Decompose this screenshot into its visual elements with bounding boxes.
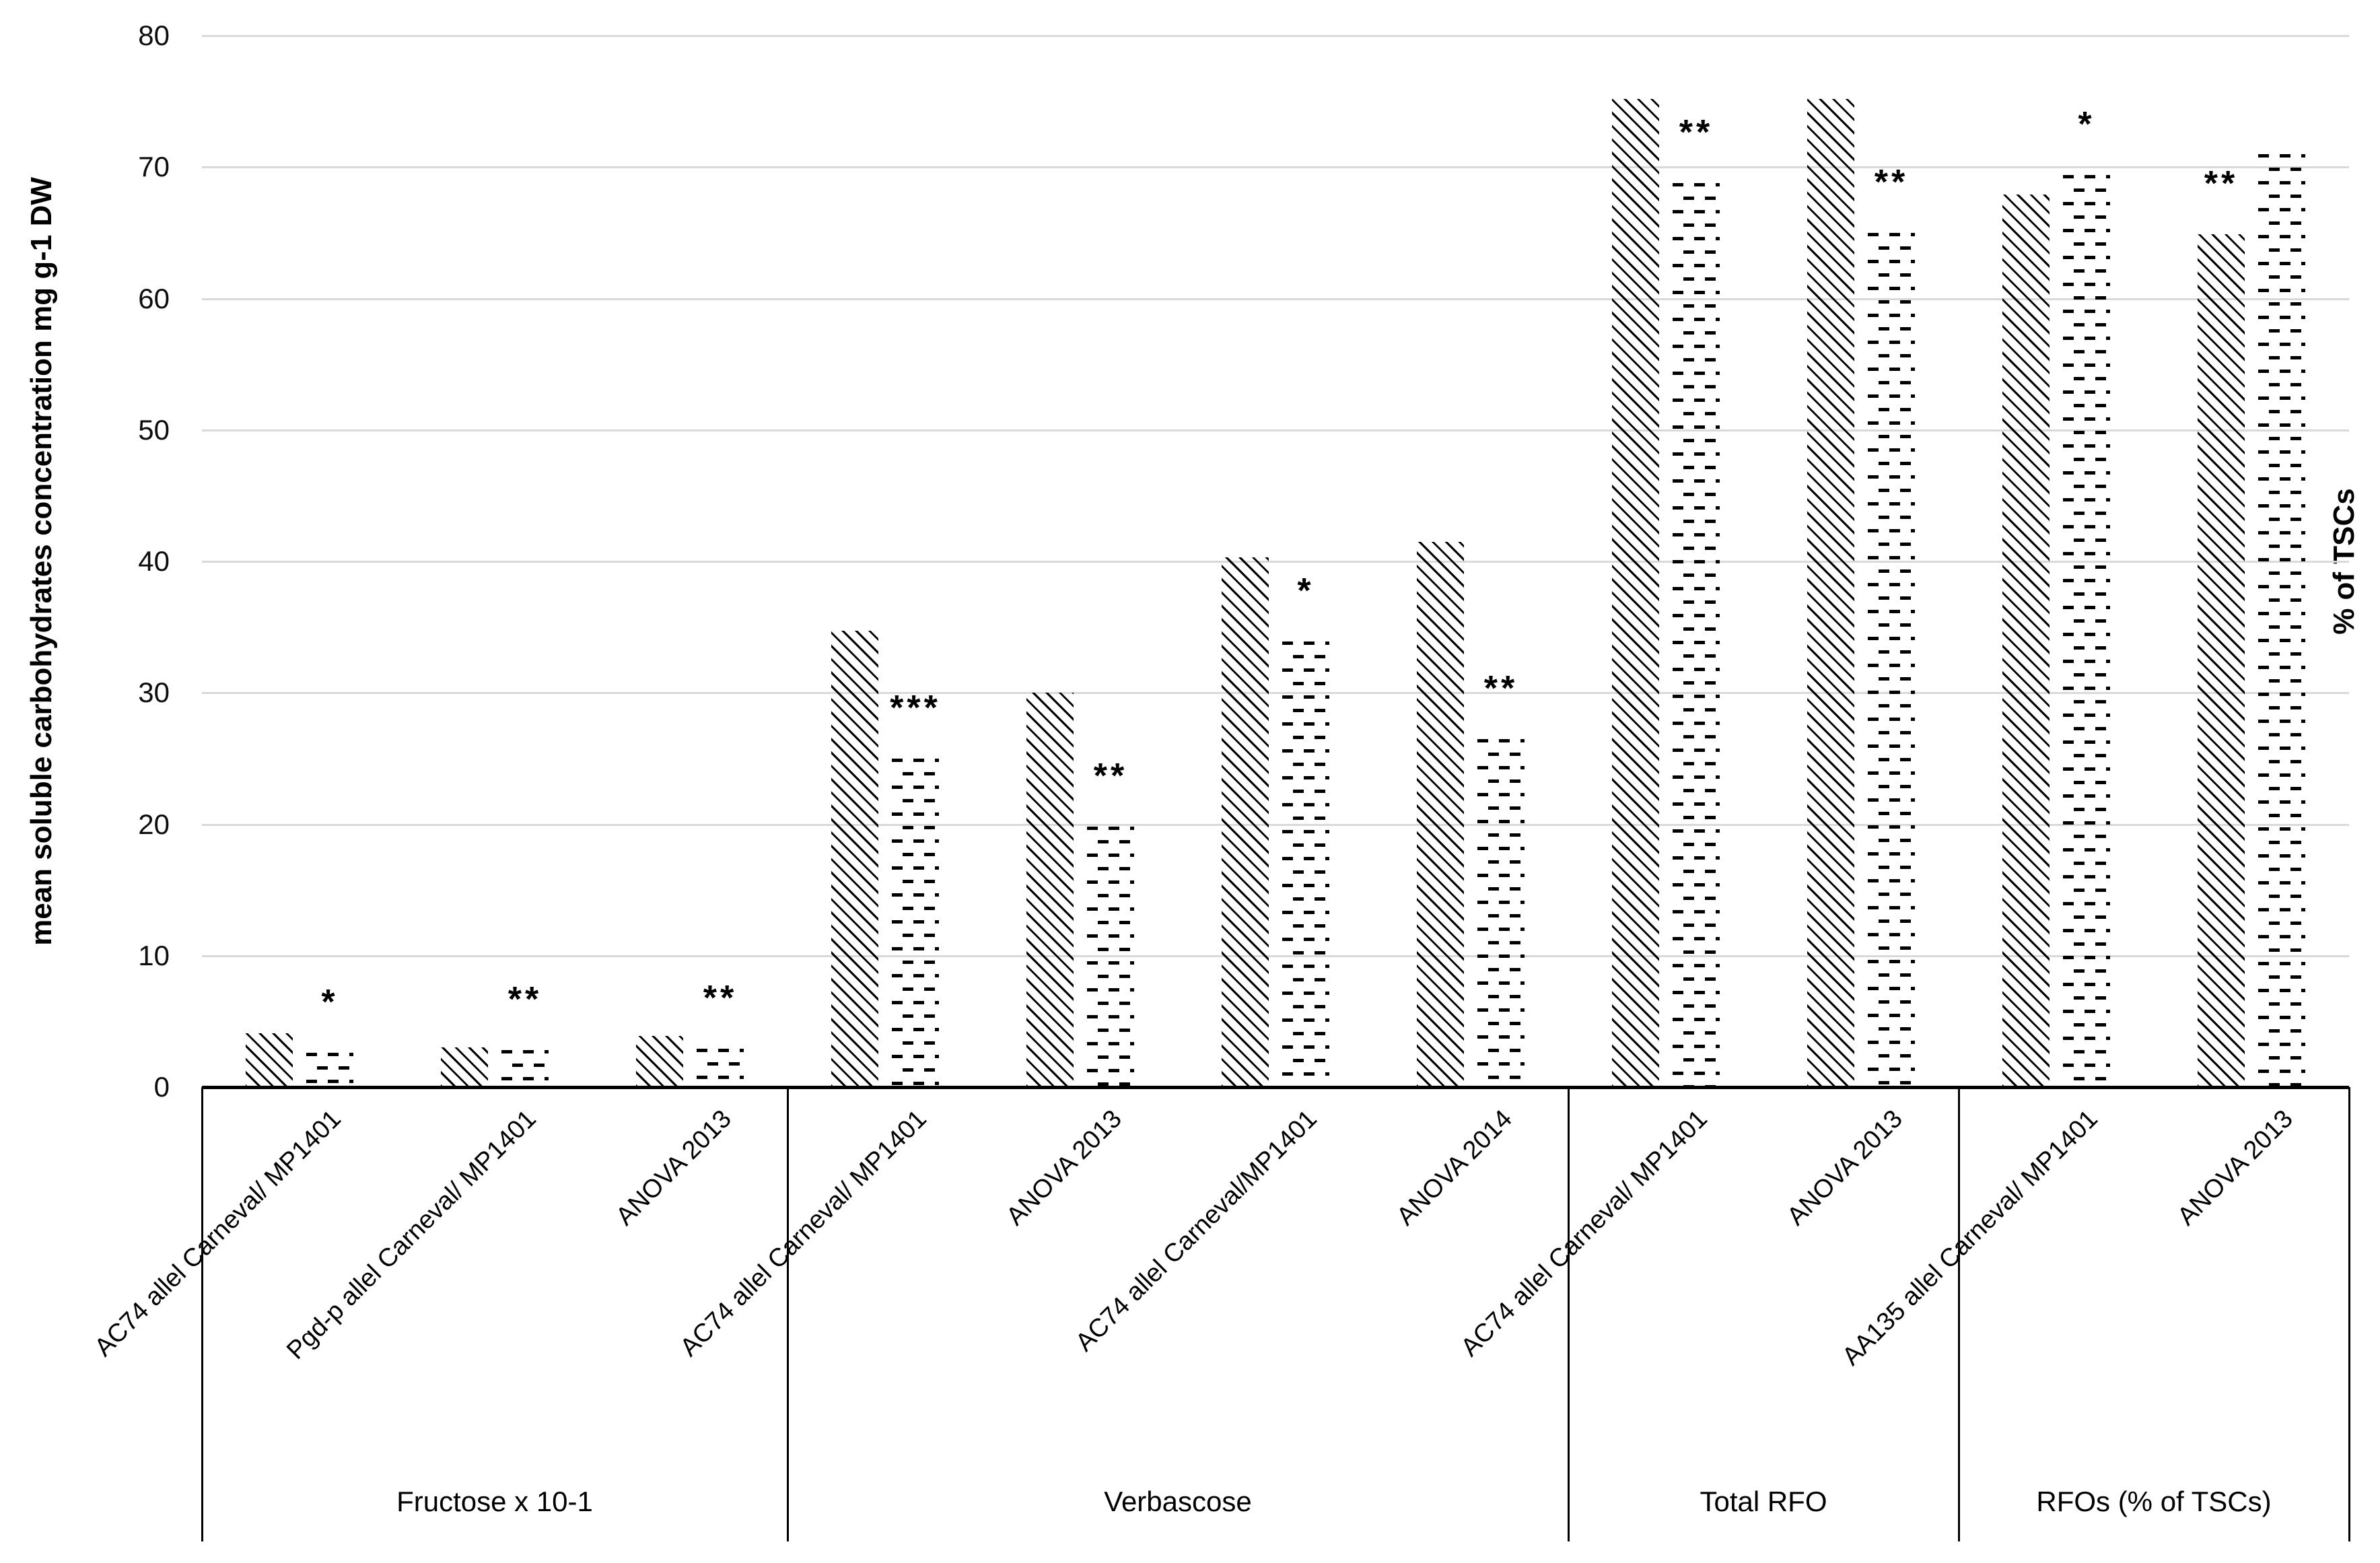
bar-hatched [1807,98,1854,1087]
bar-hatched [2198,234,2245,1087]
category-label: Pgd-p allel Carneval/ MP1401 [281,1105,542,1365]
bar-dashed [2258,153,2305,1087]
significance-marker: * [2078,104,2095,144]
significance-marker: * [1297,571,1315,611]
group-label: Fructose x 10-1 [396,1486,593,1517]
significance-marker: ** [2204,164,2239,203]
category-label: ANOVA 2014 [1391,1105,1518,1231]
gridline-50 [202,429,2349,431]
significance-marker: *** [890,688,941,728]
y-tick-80: 80 [138,20,170,51]
group-divider-3 [1957,1087,1960,1541]
y-tick-60: 60 [138,282,170,314]
category-label: AC74 allel Carneval/MP1401 [1070,1105,1323,1357]
y-tick-40: 40 [138,545,170,577]
y-tick-0: 0 [153,1071,170,1103]
y-tick-20: 20 [138,808,170,840]
gridline-20 [202,823,2349,826]
gridline-70 [202,166,2349,169]
group-divider-2 [1567,1087,1570,1541]
y-tick-70: 70 [138,151,170,183]
bar-hatched [1222,557,1269,1087]
bar-dashed [1477,738,1525,1087]
x-axis-line [202,1086,2349,1089]
group-label: Total RFO [1700,1486,1827,1517]
group-label: Verbascose [1104,1486,1252,1517]
bar-dashed [697,1049,744,1087]
bar-hatched [2002,195,2050,1087]
category-label: ANOVA 2013 [610,1105,737,1231]
bar-dashed [1087,827,1134,1087]
gridline-40 [202,561,2349,563]
bar-hatched [441,1047,488,1087]
significance-marker: ** [703,979,738,1018]
bar-hatched [1417,541,1464,1087]
bar-hatched [246,1033,293,1087]
y-tick-50: 50 [138,413,170,446]
right-axis-title: % of TSCs [2328,488,2360,635]
gridline-80 [202,35,2349,37]
significance-marker: ** [1093,757,1128,796]
significance-marker: ** [1679,112,1714,152]
bar-dashed [2063,174,2110,1087]
category-label: AC74 allel Carneval/ MP1401 [1455,1105,1713,1362]
bar-dashed [306,1053,353,1087]
category-label: AC74 allel Carneval/ MP1401 [674,1105,932,1362]
bar-hatched [636,1035,683,1087]
group-divider-0 [201,1087,203,1541]
bar-dashed [1673,182,1720,1087]
bar-dashed [1282,641,1329,1087]
group-divider-4 [2348,1087,2350,1541]
bar-dashed [892,758,939,1087]
bar-dashed [501,1050,549,1087]
category-label: ANOVA 2013 [1001,1105,1127,1231]
category-label: ANOVA 2013 [2172,1105,2299,1231]
bar-hatched [1026,693,1074,1087]
y-tick-30: 30 [138,676,170,709]
significance-marker: ** [1874,162,1909,202]
significance-marker: ** [508,980,542,1020]
bar-hatched [1612,98,1659,1087]
significance-marker: * [321,983,339,1022]
y-axis-title: mean soluble carbohydrates concentration… [25,177,58,946]
category-label: AC74 allel Carneval/ MP1401 [89,1105,347,1362]
bar-dashed [1868,232,1915,1087]
group-label: RFOs (% of TSCs) [2036,1486,2272,1517]
gridline-30 [202,692,2349,695]
group-divider-1 [786,1087,789,1541]
bar-hatched [831,631,878,1087]
gridline-60 [202,298,2349,300]
gridline-10 [202,954,2349,957]
category-label: AA135 allel Carneval/ MP1401 [1837,1105,2103,1371]
y-tick-10: 10 [138,939,170,971]
significance-marker: ** [1483,668,1518,708]
category-label: ANOVA 2013 [1782,1105,1908,1231]
